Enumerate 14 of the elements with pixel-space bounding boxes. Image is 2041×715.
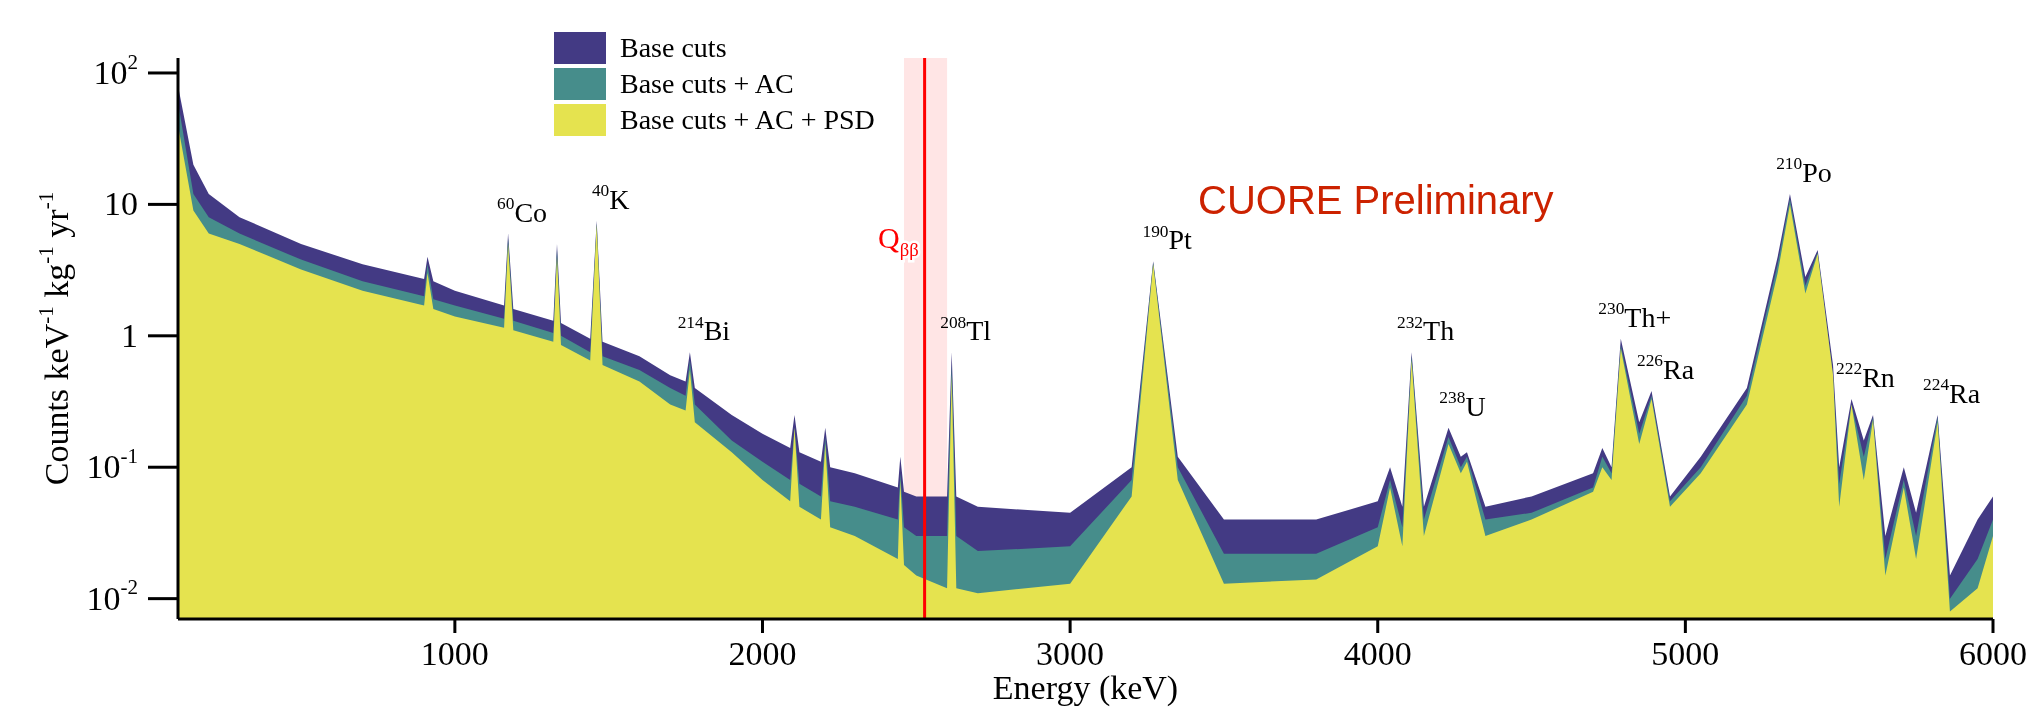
x-axis-title: Energy (keV) xyxy=(992,669,1179,707)
legend-label: Base cuts + AC xyxy=(620,68,794,100)
x-tick-label: 1000 xyxy=(420,635,489,672)
x-tick-label: 3000 xyxy=(1036,635,1105,672)
x-tick-label: 6000 xyxy=(1959,635,2027,672)
x-tick-label: 5000 xyxy=(1651,635,1720,672)
y-tick-label: 10 xyxy=(104,185,138,223)
y-axis-title: Counts keV-1 kg-1 yr-1 xyxy=(33,191,75,486)
legend-label: Base cuts + AC + PSD xyxy=(620,104,875,136)
x-tick-label: 4000 xyxy=(1343,635,1412,672)
y-tick-label: 1 xyxy=(121,316,138,354)
legend-label: Base cuts xyxy=(620,32,727,64)
annotation: CUORE Preliminary xyxy=(1198,178,1554,223)
x-tick-label: 2000 xyxy=(728,635,797,672)
